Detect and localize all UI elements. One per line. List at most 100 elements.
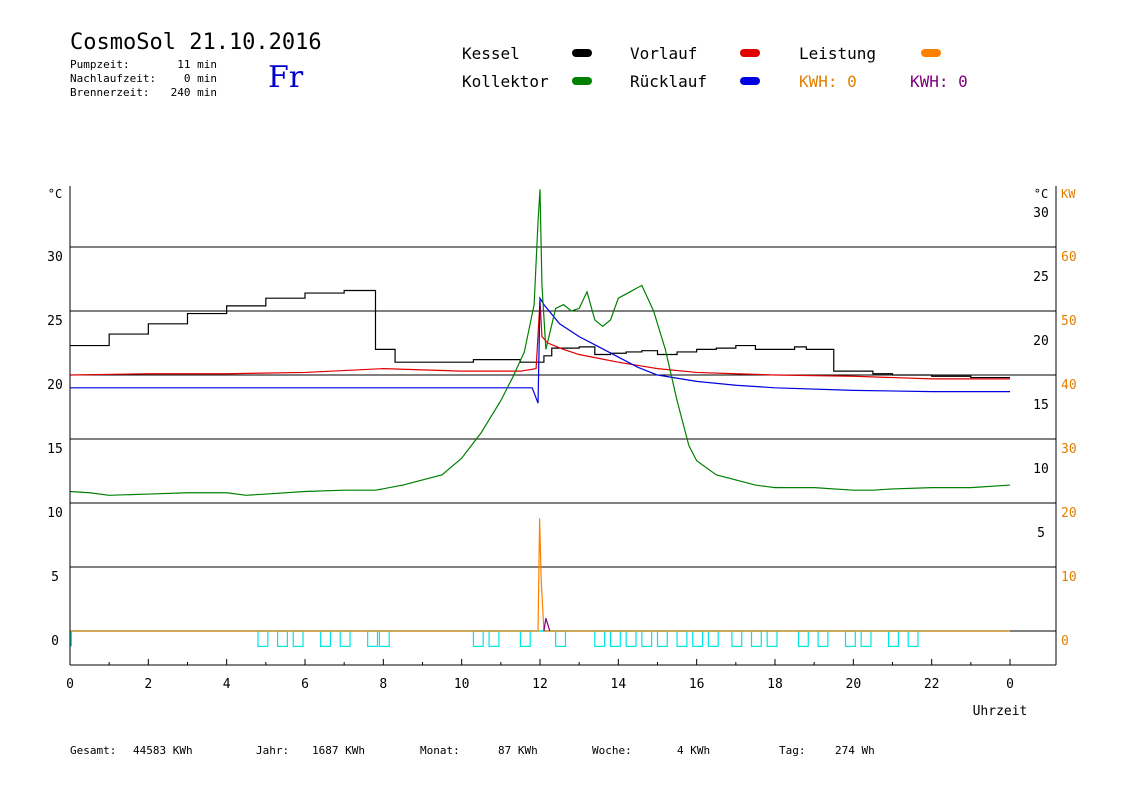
y-right-tick-label-20: 20: [1033, 334, 1049, 349]
y-left-tick-label-0: 0: [51, 634, 59, 649]
y-left-unit: °C: [48, 187, 62, 201]
y2-tick-label-0: 0: [1061, 634, 1069, 649]
pump-pulse-16: [676, 630, 688, 647]
x-tick-label-2: 4: [223, 677, 231, 692]
footer-month-value: 87 KWh: [498, 744, 538, 757]
pump-pulse-5: [367, 630, 379, 647]
legend-label-vorlauf: Vorlauf: [630, 44, 698, 63]
footer-total-label: Gesamt:: [70, 744, 117, 757]
overrun-time-value: 0 min: [183, 72, 217, 85]
legend-swatch-vorlauf: [740, 49, 760, 57]
footer-year-label: Jahr:: [256, 744, 290, 757]
pump-pulse-24: [844, 630, 856, 647]
pump-pulse-14: [641, 630, 653, 647]
x-tick-label-3: 6: [301, 677, 309, 692]
series-r-cklauf-line: [70, 296, 1010, 404]
series-kollektor-line: [69, 189, 1011, 496]
pump-pulse-13: [625, 630, 637, 647]
x-tick-label-11: 22: [924, 677, 940, 692]
pump-pulse-12: [609, 630, 621, 647]
burner-time-label: Brennerzeit:: [70, 86, 150, 99]
y-right-tick-label-5: 5: [1037, 526, 1045, 541]
y2-unit: KW: [1061, 187, 1076, 201]
y-left-tick-label-30: 30: [47, 250, 63, 265]
y-right-unit: °C: [1034, 187, 1048, 201]
y-left-tick-label-20: 20: [47, 378, 63, 393]
legend-swatch-leistung: [921, 49, 941, 57]
pump-pulse-23: [817, 630, 829, 647]
x-tick-label-10: 20: [846, 677, 862, 692]
x-tick-label-7: 14: [611, 677, 627, 692]
y-left-tick-label-15: 15: [47, 442, 63, 457]
x-tick-label-4: 8: [379, 677, 387, 692]
pump-pulse-21: [766, 630, 778, 647]
pump-pulse-17: [692, 630, 704, 647]
pump-pulse-3: [320, 630, 332, 647]
pump-pulse-22: [797, 630, 809, 647]
legend-swatch-kollektor: [572, 77, 592, 85]
pump-pulse-8: [488, 630, 500, 647]
x-tick-label-6: 12: [532, 677, 548, 692]
y-right-tick-label-30: 30: [1033, 206, 1049, 221]
pump-pulse-10: [555, 630, 567, 647]
pump-pulse-6: [378, 630, 390, 647]
pump-pulse-0: [257, 630, 269, 647]
pump-pulse-15: [656, 630, 668, 647]
series-vorlauf-line: [69, 300, 1010, 380]
pump-pulse-19: [731, 630, 743, 647]
y2-tick-label-50: 50: [1061, 314, 1077, 329]
pump-pulse-27: [907, 630, 919, 647]
legend-label-kollektor: Kollektor: [462, 72, 549, 91]
y2-tick-label-30: 30: [1061, 442, 1077, 457]
y2-tick-label-20: 20: [1061, 506, 1077, 521]
pump-pulse-7: [472, 630, 484, 647]
footer-month-label: Monat:: [420, 744, 460, 757]
x-tick-label-0: 0: [66, 677, 74, 692]
kwh-readout-orange: KWH: 0: [799, 72, 857, 91]
pump-pulse-20: [750, 630, 762, 647]
overrun-time-label: Nachlaufzeit:: [70, 72, 157, 85]
footer-week-label: Woche:: [592, 744, 632, 757]
y-right-tick-label-15: 15: [1033, 398, 1049, 413]
y-right-tick-label-25: 25: [1033, 270, 1049, 285]
pump-time-label: Pumpzeit:: [70, 58, 130, 71]
legend-label-kessel: Kessel: [462, 44, 520, 63]
legend-label-leistung: Leistung: [799, 44, 877, 63]
weekday-label: Fr: [268, 60, 304, 95]
legend-swatch-ruecklauf: [740, 77, 760, 85]
legend-label-ruecklauf: Rücklauf: [630, 72, 708, 91]
pump-pulse-1: [276, 630, 288, 647]
y2-tick-label-40: 40: [1061, 378, 1077, 393]
x-axis-title: Uhrzeit: [973, 704, 1028, 719]
pump-pulse-9: [519, 630, 531, 647]
series-kessel-line: [70, 289, 1010, 379]
pump-pulse-4: [339, 630, 351, 647]
series-energy-purple-line: [543, 618, 551, 632]
pump-pulse-25: [860, 630, 872, 647]
y-left-tick-label-25: 25: [47, 314, 63, 329]
y-left-tick-label-5: 5: [51, 570, 59, 585]
pump-pulse-26: [887, 630, 899, 647]
x-tick-label-8: 16: [689, 677, 705, 692]
burner-time-value: 240 min: [170, 86, 217, 99]
y2-tick-label-10: 10: [1061, 570, 1077, 585]
x-tick-label-9: 18: [767, 677, 783, 692]
pump-pulse-18: [707, 630, 719, 647]
footer-day-label: Tag:: [779, 744, 806, 757]
pump-time-value: 11 min: [177, 58, 217, 71]
footer-total-value: 44583 KWh: [133, 744, 193, 757]
pump-pulse-11: [594, 630, 606, 647]
x-tick-label-1: 2: [144, 677, 152, 692]
page-title: CosmoSol 21.10.2016: [70, 30, 322, 55]
series-leistung-line: [70, 518, 1010, 632]
legend-swatch-kessel: [572, 49, 592, 57]
footer-week-value: 4 KWh: [677, 744, 711, 757]
pump-pulse-2: [292, 630, 304, 647]
kwh-readout-purple: KWH: 0: [910, 72, 968, 91]
y-right-tick-label-10: 10: [1033, 462, 1049, 477]
y2-tick-label-60: 60: [1061, 250, 1077, 265]
x-tick-label-12: 0: [1006, 677, 1014, 692]
pump-pulse-start: [70, 631, 72, 647]
x-tick-label-5: 10: [454, 677, 470, 692]
